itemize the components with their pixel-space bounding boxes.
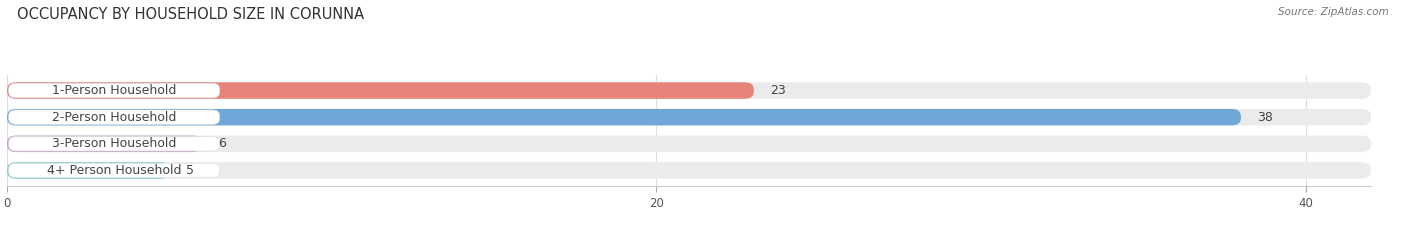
Text: OCCUPANCY BY HOUSEHOLD SIZE IN CORUNNA: OCCUPANCY BY HOUSEHOLD SIZE IN CORUNNA xyxy=(17,7,364,22)
FancyBboxPatch shape xyxy=(7,162,1371,179)
FancyBboxPatch shape xyxy=(8,83,219,98)
Text: 2-Person Household: 2-Person Household xyxy=(52,111,176,124)
FancyBboxPatch shape xyxy=(7,82,1371,99)
FancyBboxPatch shape xyxy=(8,110,219,124)
FancyBboxPatch shape xyxy=(8,163,219,178)
Text: 3-Person Household: 3-Person Household xyxy=(52,137,176,150)
Text: 38: 38 xyxy=(1257,111,1272,124)
FancyBboxPatch shape xyxy=(7,136,1371,152)
FancyBboxPatch shape xyxy=(7,109,1241,125)
FancyBboxPatch shape xyxy=(7,109,1371,125)
Text: 23: 23 xyxy=(770,84,786,97)
Text: 5: 5 xyxy=(186,164,194,177)
Text: Source: ZipAtlas.com: Source: ZipAtlas.com xyxy=(1278,7,1389,17)
FancyBboxPatch shape xyxy=(7,82,754,99)
Text: 6: 6 xyxy=(218,137,226,150)
FancyBboxPatch shape xyxy=(7,136,202,152)
FancyBboxPatch shape xyxy=(8,137,219,151)
Text: 1-Person Household: 1-Person Household xyxy=(52,84,176,97)
FancyBboxPatch shape xyxy=(7,162,169,179)
Text: 4+ Person Household: 4+ Person Household xyxy=(46,164,181,177)
